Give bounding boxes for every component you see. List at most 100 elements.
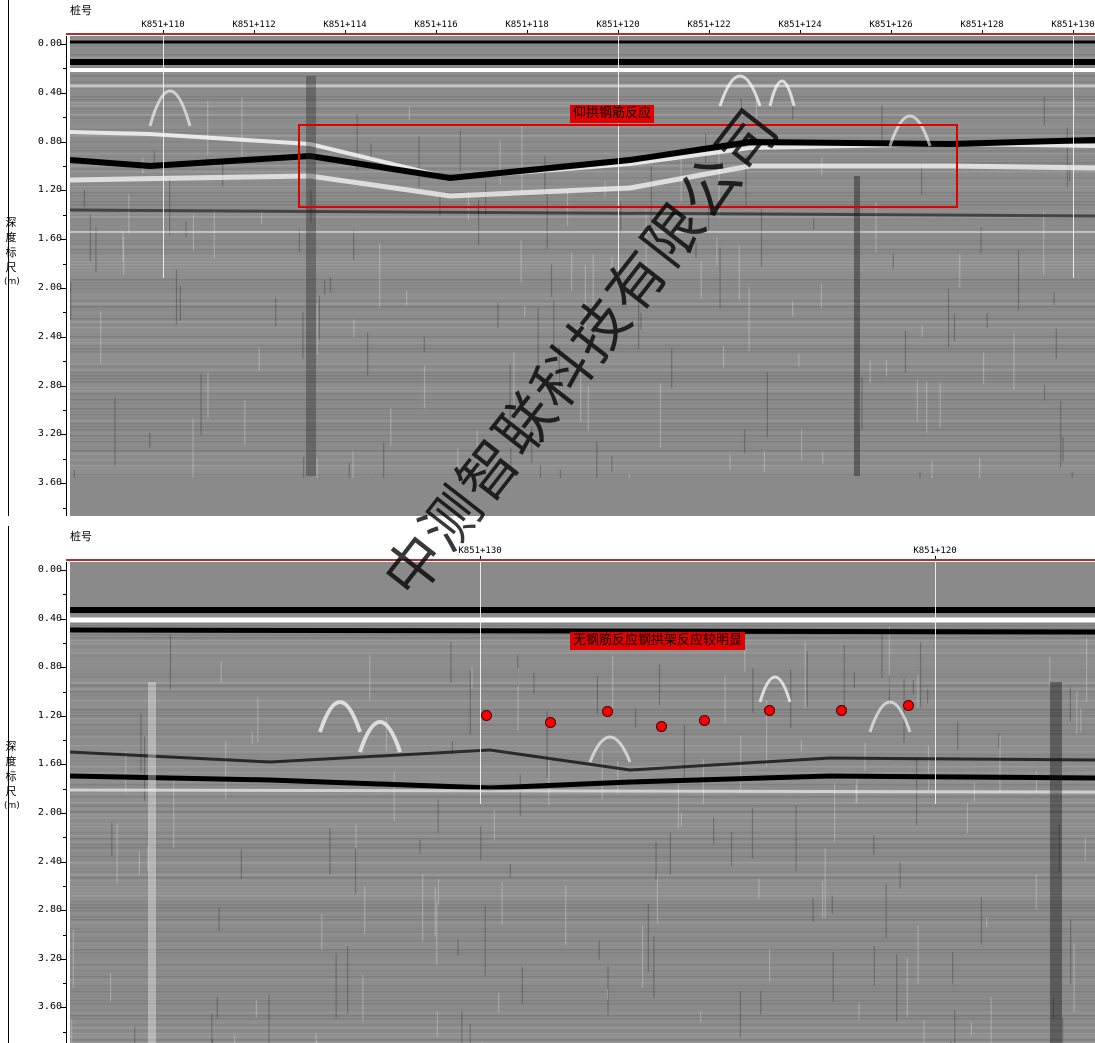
radar-texture-line xyxy=(70,946,1095,948)
radargram-svg xyxy=(70,36,1095,478)
station-tick xyxy=(891,30,892,34)
radar-texture-line xyxy=(70,141,1095,143)
radar-noise-streak xyxy=(501,882,503,925)
radar-texture-line xyxy=(70,264,1095,266)
radar-noise-streak xyxy=(509,363,511,420)
radar-texture-line xyxy=(70,102,1095,104)
depth-tick-label: 0.80 xyxy=(37,135,62,147)
radar-noise-streak xyxy=(175,269,178,325)
radar-noise-streak xyxy=(70,282,72,320)
radar-noise-streak xyxy=(393,771,395,822)
radar-texture-line xyxy=(70,898,1095,900)
radar-texture-line xyxy=(70,90,1095,92)
hyperbola xyxy=(888,114,932,147)
radar-texture-line xyxy=(70,817,1095,819)
radar-noise-streak xyxy=(73,469,76,478)
radar-texture-line xyxy=(70,778,1095,780)
radar-texture-line xyxy=(70,48,1095,50)
station-tick xyxy=(800,30,801,34)
radar-texture-line xyxy=(70,324,1095,326)
radar-texture-line xyxy=(70,724,1095,726)
arch-marker-dot xyxy=(903,700,914,711)
radar-noise-streak xyxy=(321,913,323,951)
radar-noise-streak xyxy=(211,1038,214,1043)
radar-texture-line xyxy=(70,474,1095,476)
radar-noise-streak xyxy=(700,260,702,299)
depth-tick-minor xyxy=(63,983,67,985)
depth-axis-title: 深 度 标 尺 (m) xyxy=(4,739,20,814)
radar-texture-line xyxy=(70,979,1095,981)
radar-noise-streak xyxy=(719,247,721,308)
radar-noise-streak xyxy=(169,177,171,236)
radar-texture-line xyxy=(70,459,1095,461)
radar-noise-streak xyxy=(1068,163,1071,182)
radar-texture-line xyxy=(70,153,1095,155)
radar-texture-line xyxy=(70,814,1095,816)
vertical-anomaly xyxy=(1050,682,1062,1043)
reflection-band xyxy=(70,773,1095,791)
depth-tick-label: 2.00 xyxy=(37,282,62,293)
radar-noise-streak xyxy=(533,673,535,695)
radar-texture-line xyxy=(70,360,1095,362)
depth-tick-major xyxy=(60,385,67,387)
reflection-band xyxy=(70,627,1095,635)
radar-texture-line xyxy=(70,252,1095,254)
radar-texture-line xyxy=(70,429,1095,431)
radar-texture-line xyxy=(70,303,1095,305)
radar-noise-streak xyxy=(954,1010,956,1043)
vertical-anomaly xyxy=(854,176,860,476)
depth-tick-minor xyxy=(63,837,67,839)
radar-texture-line xyxy=(70,904,1095,906)
radar-texture-line xyxy=(70,1039,1095,1041)
radar-noise-streak xyxy=(138,851,141,875)
hyperbola xyxy=(718,74,762,107)
radar-texture-line xyxy=(70,910,1095,912)
radar-texture-line xyxy=(70,901,1095,903)
depth-tick-minor xyxy=(63,740,67,742)
radar-noise-streak xyxy=(83,189,85,208)
radar-noise-streak xyxy=(917,925,919,985)
radar-texture-line xyxy=(70,366,1095,368)
radar-texture-line xyxy=(70,895,1095,897)
radar-texture-line xyxy=(70,240,1095,242)
radar-noise-streak xyxy=(831,895,833,914)
radar-noise-streak xyxy=(207,100,209,156)
radar-texture-line xyxy=(70,159,1095,161)
radar-noise-streak xyxy=(419,839,421,854)
depth-tick-minor xyxy=(63,1031,67,1033)
radar-noise-streak xyxy=(385,716,388,752)
radar-noise-streak xyxy=(875,202,877,253)
radar-noise-streak xyxy=(244,400,246,445)
radar-texture-line xyxy=(70,997,1095,999)
radar-noise-streak xyxy=(565,884,567,945)
radar-noise-streak xyxy=(745,154,747,206)
radar-texture-line xyxy=(70,177,1095,179)
radar-noise-streak xyxy=(185,221,187,238)
radar-noise-streak xyxy=(1076,690,1078,735)
radar-texture-line xyxy=(70,123,1095,125)
radar-noise-streak xyxy=(832,951,834,1002)
depth-tick-major xyxy=(60,190,67,192)
radar-texture-line xyxy=(70,138,1095,140)
radar-texture-line xyxy=(70,976,1095,978)
radar-texture-line xyxy=(70,408,1095,410)
radar-noise-streak xyxy=(596,675,599,715)
radar-noise-streak xyxy=(509,863,511,878)
radar-noise-streak xyxy=(211,1013,213,1043)
radar-noise-streak xyxy=(1035,771,1038,793)
radar-noise-streak xyxy=(1062,1017,1064,1043)
radar-texture-line xyxy=(70,450,1095,452)
radar-texture-line xyxy=(70,802,1095,804)
radar-texture-line xyxy=(70,150,1095,152)
radar-noise-streak xyxy=(379,243,381,308)
radar-noise-streak xyxy=(957,721,959,751)
radar-texture-line xyxy=(70,453,1095,455)
radar-noise-streak xyxy=(724,675,726,724)
radar-texture-line xyxy=(70,991,1095,993)
radar-noise-streak xyxy=(353,319,355,338)
radar-texture-line xyxy=(70,727,1095,729)
radar-noise-streak xyxy=(546,192,548,249)
depth-tick-major xyxy=(60,239,67,241)
radar-noise-streak xyxy=(352,451,354,478)
radar-noise-streak xyxy=(1049,656,1051,686)
